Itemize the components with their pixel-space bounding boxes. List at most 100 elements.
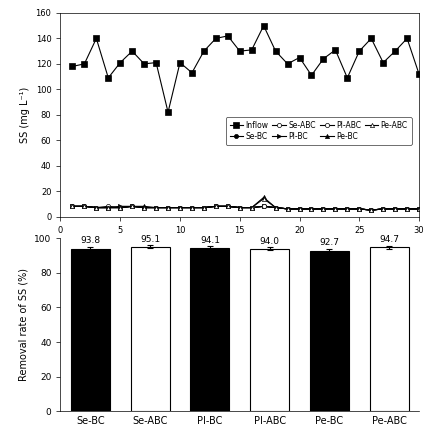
Se-ABC: [178, 205, 183, 210]
Line: Pe-ABC: Pe-ABC: [70, 197, 421, 212]
Pe-ABC: [130, 204, 135, 209]
Se-ABC: [165, 205, 171, 210]
Se-BC: [189, 205, 194, 210]
PI-ABC: [261, 204, 266, 209]
PI-ABC: [106, 205, 111, 210]
Se-BC: [404, 206, 410, 211]
Pe-ABC: [94, 205, 99, 210]
Inflow: [381, 60, 386, 65]
Se-ABC: [393, 206, 398, 211]
Pe-ABC: [273, 205, 278, 210]
PI-ABC: [249, 205, 254, 210]
Pe-ABC: [118, 205, 123, 210]
PI-BC: [404, 206, 410, 211]
Pe-BC: [285, 206, 290, 211]
Se-BC: [237, 205, 242, 210]
Bar: [131, 247, 169, 411]
PI-ABC: [345, 206, 350, 211]
Pe-ABC: [416, 206, 422, 211]
Pe-ABC: [70, 204, 75, 209]
Pe-BC: [142, 204, 147, 209]
Se-ABC: [70, 204, 75, 209]
PI-ABC: [189, 205, 194, 210]
Inflow: [106, 75, 111, 81]
Se-BC: [70, 204, 75, 209]
Bar: [191, 249, 229, 411]
Se-BC: [142, 205, 147, 210]
PI-ABC: [273, 205, 278, 210]
PI-BC: [189, 205, 194, 210]
PI-ABC: [309, 206, 314, 211]
PI-BC: [368, 207, 374, 213]
Pe-BC: [249, 205, 254, 210]
PI-ABC: [357, 206, 362, 211]
Inflow: [153, 60, 159, 65]
Se-ABC: [225, 204, 230, 209]
PI-BC: [261, 204, 266, 209]
Inflow: [393, 48, 398, 54]
Pe-BC: [333, 206, 338, 211]
Se-ABC: [333, 206, 338, 211]
Pe-BC: [165, 205, 171, 210]
Se-ABC: [106, 204, 111, 209]
Pe-BC: [82, 204, 87, 209]
Pe-ABC: [321, 206, 326, 211]
Se-BC: [94, 205, 99, 210]
PI-BC: [70, 204, 75, 209]
Pe-BC: [130, 204, 135, 209]
Pe-ABC: [201, 205, 206, 210]
Inflow: [297, 55, 302, 60]
Se-ABC: [273, 205, 278, 210]
Inflow: [213, 36, 219, 41]
Pe-BC: [201, 205, 206, 210]
Se-BC: [106, 205, 111, 210]
Inflow: [178, 60, 183, 65]
Pe-ABC: [285, 206, 290, 211]
Line: Se-ABC: Se-ABC: [70, 204, 421, 212]
Inflow: [368, 36, 374, 41]
Inflow: [94, 36, 99, 41]
Pe-ABC: [165, 205, 171, 210]
PI-BC: [249, 205, 254, 210]
Pe-ABC: [309, 206, 314, 211]
Pe-ABC: [297, 206, 302, 211]
Text: 93.8: 93.8: [80, 236, 100, 246]
Inflow: [321, 56, 326, 61]
Line: Se-BC: Se-BC: [70, 204, 421, 212]
Line: Inflow: Inflow: [69, 23, 422, 115]
Inflow: [261, 23, 266, 28]
Se-BC: [153, 205, 159, 210]
PI-BC: [225, 204, 230, 209]
PI-ABC: [404, 206, 410, 211]
Y-axis label: Removal rate of SS (%): Removal rate of SS (%): [19, 268, 29, 381]
Se-ABC: [142, 205, 147, 210]
Se-BC: [309, 206, 314, 211]
Inflow: [285, 61, 290, 67]
Inflow: [130, 48, 135, 54]
Inflow: [70, 64, 75, 69]
Pe-ABC: [225, 204, 230, 209]
PI-BC: [142, 205, 147, 210]
Pe-ABC: [178, 205, 183, 210]
Pe-BC: [237, 205, 242, 210]
Inflow: [357, 48, 362, 54]
PI-ABC: [416, 206, 422, 211]
Pe-BC: [225, 204, 230, 209]
Se-BC: [393, 206, 398, 211]
PI-ABC: [82, 204, 87, 209]
PI-ABC: [201, 205, 206, 210]
Inflow: [225, 33, 230, 39]
Inflow: [118, 60, 123, 65]
Pe-BC: [189, 205, 194, 210]
Text: 95.1: 95.1: [140, 235, 160, 243]
PI-BC: [153, 205, 159, 210]
Pe-ABC: [393, 206, 398, 211]
Se-BC: [261, 204, 266, 209]
Pe-BC: [153, 205, 159, 210]
Se-BC: [333, 206, 338, 211]
Pe-BC: [297, 206, 302, 211]
PI-ABC: [297, 206, 302, 211]
PI-BC: [345, 206, 350, 211]
PI-ABC: [333, 206, 338, 211]
PI-BC: [357, 206, 362, 211]
